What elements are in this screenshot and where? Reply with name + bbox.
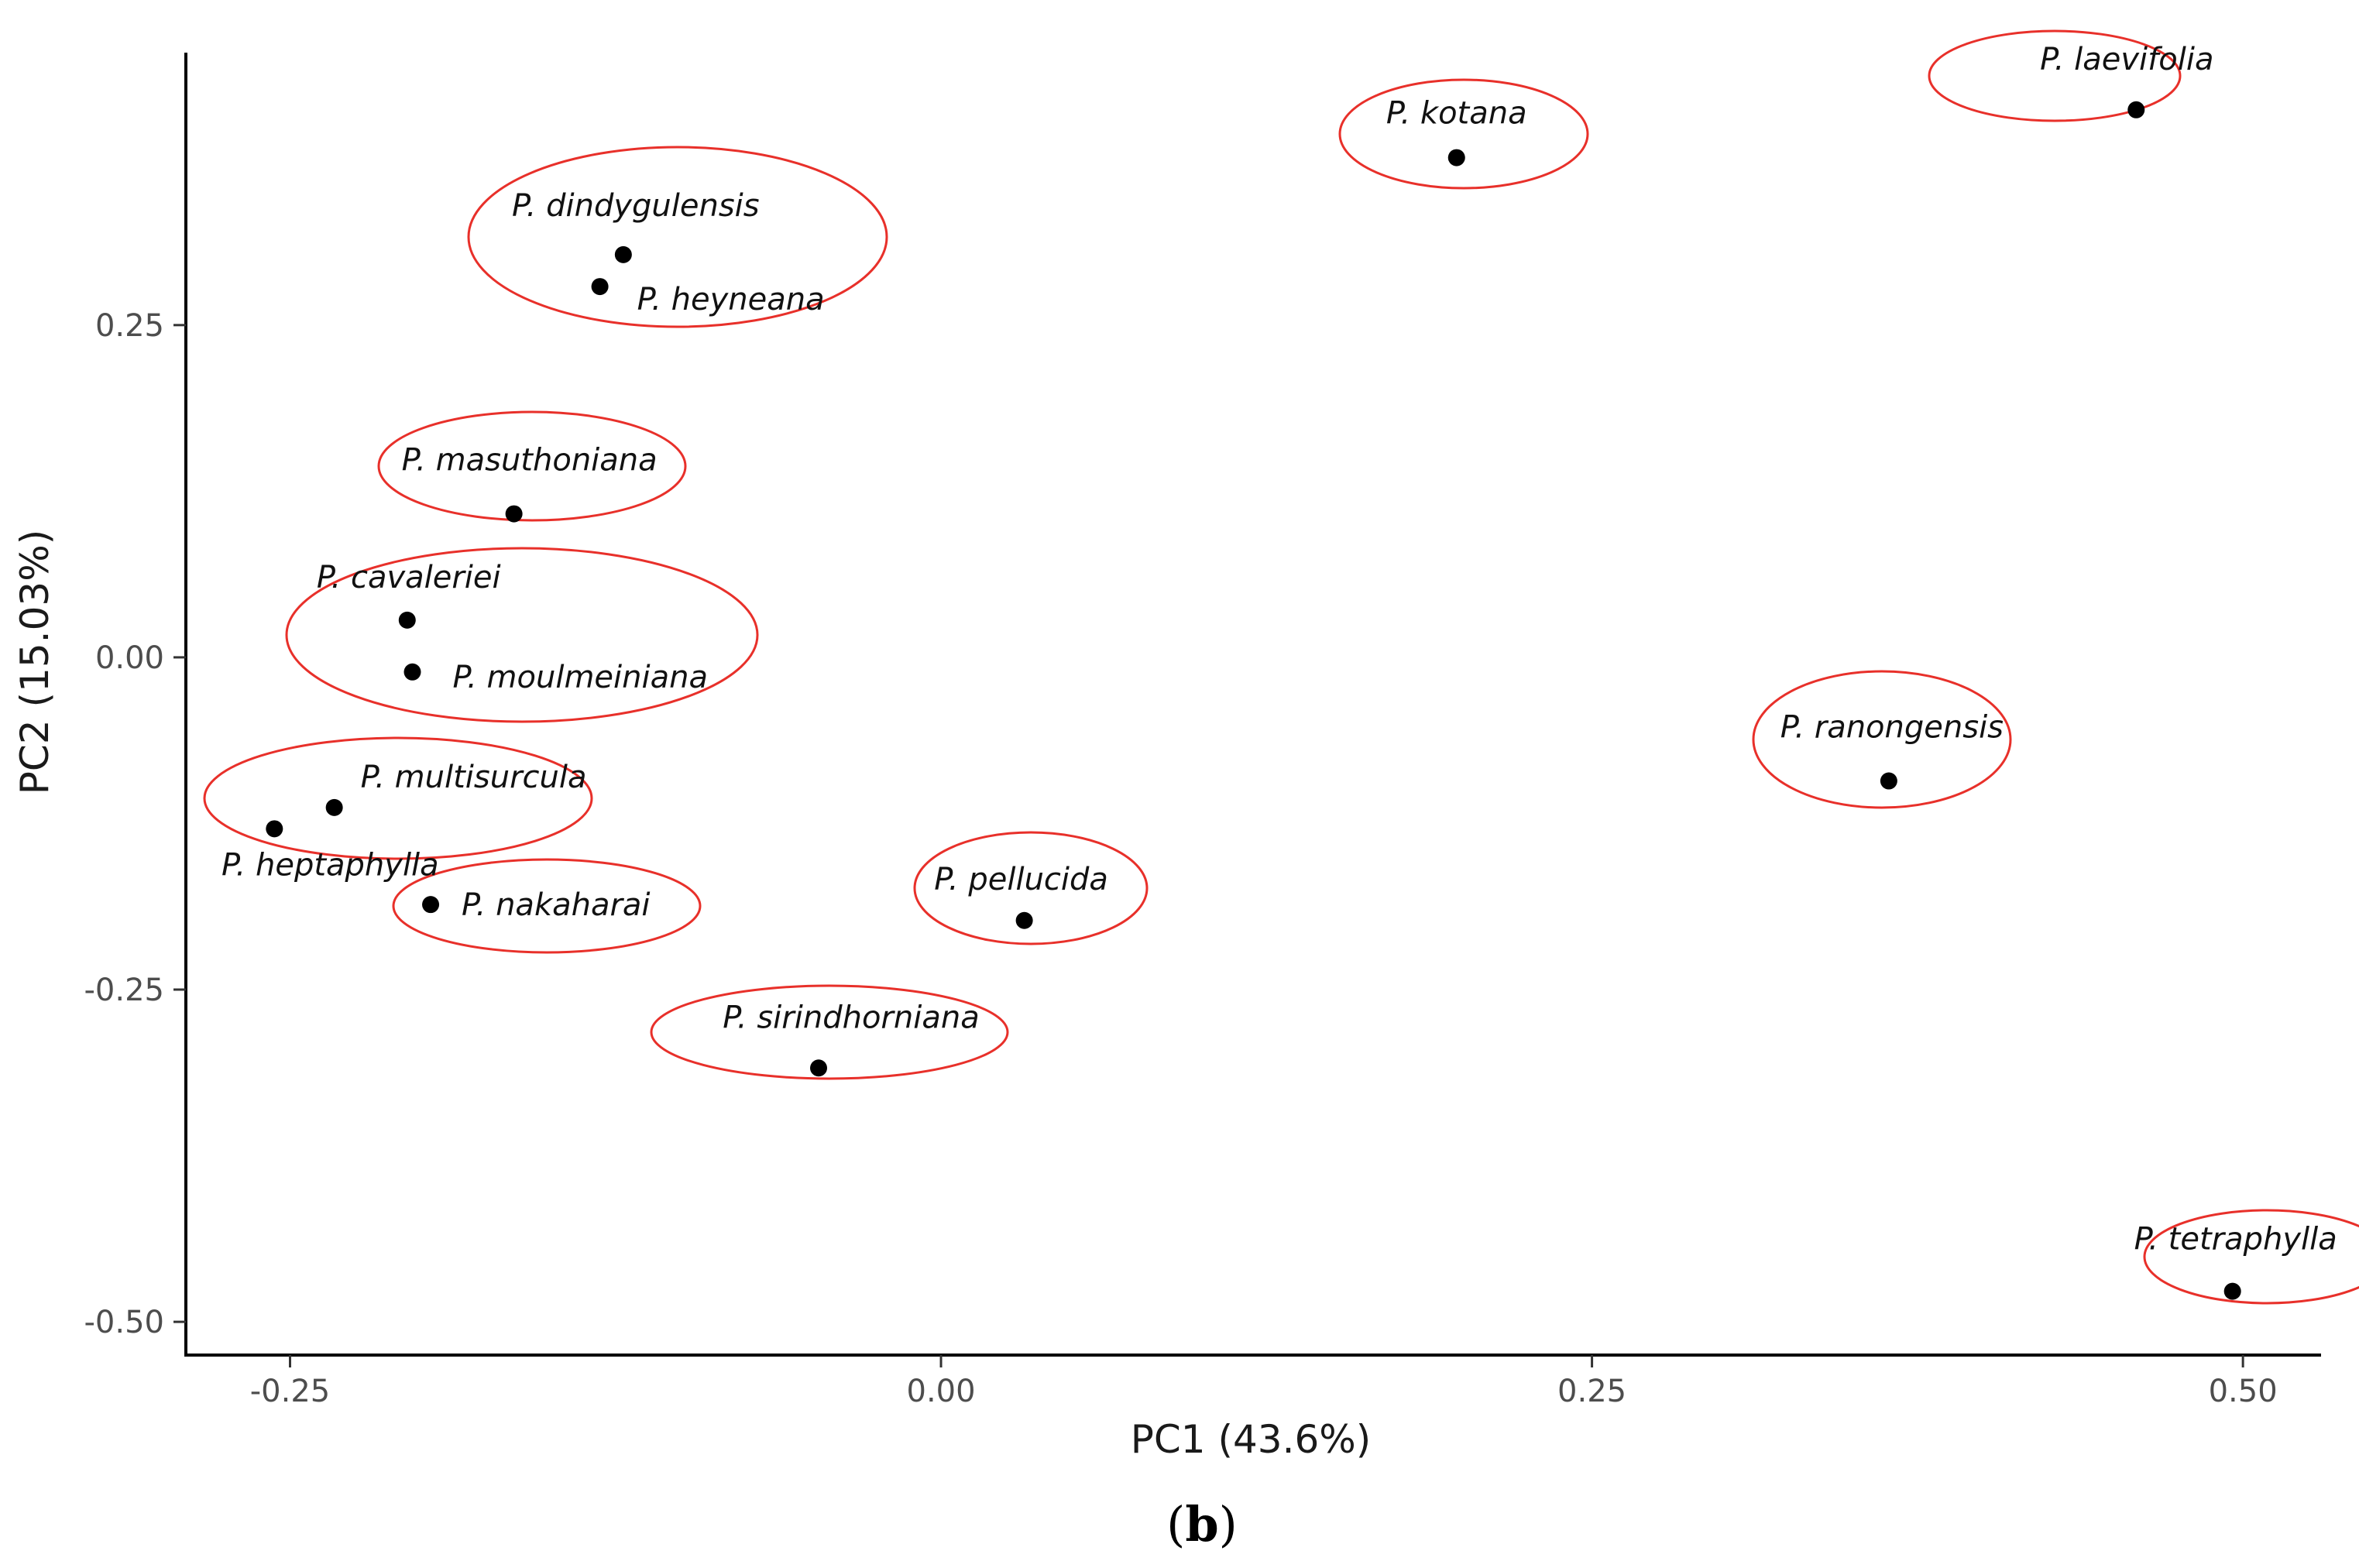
group-ellipse-p-sirindhorniana: [650, 984, 1009, 1080]
x-tick-label: 0.00: [907, 1374, 976, 1409]
label-p-laevifolia: P. laevifolia: [2040, 42, 2213, 77]
group-ellipse-p-multisurcula-p-heptaphylla: [203, 736, 593, 860]
label-p-kotana: P. kotana: [1386, 96, 1527, 132]
figure-caption: (b): [1166, 1496, 1238, 1553]
y-ticks: -0.50 -0.25 0.00 0.25: [84, 308, 186, 1340]
y-axis-title: PC2 (15.03%): [12, 530, 57, 794]
point-p-cavaleriei: [398, 611, 416, 629]
group-ellipse-p-kotana: [1338, 78, 1589, 190]
point-p-masuthoniana: [505, 505, 523, 523]
point-p-sirindhorniana: [810, 1059, 828, 1077]
data-points: [266, 101, 2241, 1300]
label-p-sirindhorniana: P. sirindhorniana: [723, 1000, 979, 1035]
group-ellipse-p-ranongensis: [1752, 670, 2012, 809]
x-ticks: -0.25 0.00 0.25 0.50: [250, 1355, 2278, 1409]
label-p-pellucida: P. pellucida: [934, 862, 1108, 897]
label-p-heptaphylla: P. heptaphylla: [221, 847, 439, 883]
group-ellipse-p-laevifolia: [1928, 29, 2182, 122]
point-p-nakaharai: [422, 896, 440, 914]
label-p-nakaharai: P. nakaharai: [462, 887, 651, 923]
label-p-masuthoniana: P. masuthoniana: [402, 443, 658, 479]
group-ellipse-p-dindygulensis-p-heyneana: [467, 146, 888, 328]
point-p-moulmeiniana: [403, 663, 421, 681]
group-ellipse-p-cavaleriei-p-moulmeiniana: [285, 547, 759, 723]
point-p-kotana: [1447, 149, 1465, 166]
group-ellipse-p-pellucida: [913, 831, 1149, 945]
point-p-tetraphylla: [2223, 1282, 2241, 1300]
label-p-ranongensis: P. ranongensis: [1780, 710, 2004, 746]
y-tick-label: 0.00: [95, 640, 164, 676]
y-tick-label: -0.50: [84, 1305, 165, 1340]
axes: [184, 53, 2321, 1357]
group-ellipse-p-nakaharai: [392, 858, 702, 954]
label-p-cavaleriei: P. cavaleriei: [317, 560, 501, 595]
point-p-pellucida: [1015, 911, 1033, 929]
point-p-ranongensis: [1880, 772, 1897, 790]
point-p-multisurcula: [325, 798, 343, 816]
group-ellipses: [203, 29, 2359, 1305]
caption-open-paren: (: [1166, 1496, 1185, 1553]
group-ellipse-p-masuthoniana: [377, 410, 687, 522]
x-tick-label: -0.25: [250, 1374, 331, 1409]
x-axis-title: PC1 (43.6%): [1131, 1417, 1372, 1462]
y-tick-label: -0.25: [84, 973, 165, 1008]
point-p-heyneana: [591, 278, 609, 296]
point-p-heptaphylla: [266, 820, 283, 838]
label-p-tetraphylla: P. tetraphylla: [2134, 1222, 2337, 1257]
label-p-dindygulensis: P. dindygulensis: [512, 188, 760, 224]
x-tick-label: 0.25: [1557, 1374, 1626, 1409]
caption-letter: b: [1185, 1496, 1218, 1553]
x-tick-label: 0.50: [2209, 1374, 2278, 1409]
caption-close-paren: ): [1219, 1496, 1238, 1553]
point-p-laevifolia: [2127, 101, 2145, 118]
point-labels: P. laevifolia P. kotana P. dindygulensis P.…: [221, 42, 2337, 1257]
group-ellipse-p-tetraphylla: [2143, 1209, 2359, 1305]
point-p-dindygulensis: [614, 245, 632, 263]
label-p-heyneana: P. heyneana: [637, 282, 825, 317]
y-tick-label: 0.25: [95, 308, 164, 344]
label-p-moulmeiniana: P. moulmeiniana: [453, 660, 708, 695]
label-p-multisurcula: P. multisurcula: [361, 760, 587, 795]
